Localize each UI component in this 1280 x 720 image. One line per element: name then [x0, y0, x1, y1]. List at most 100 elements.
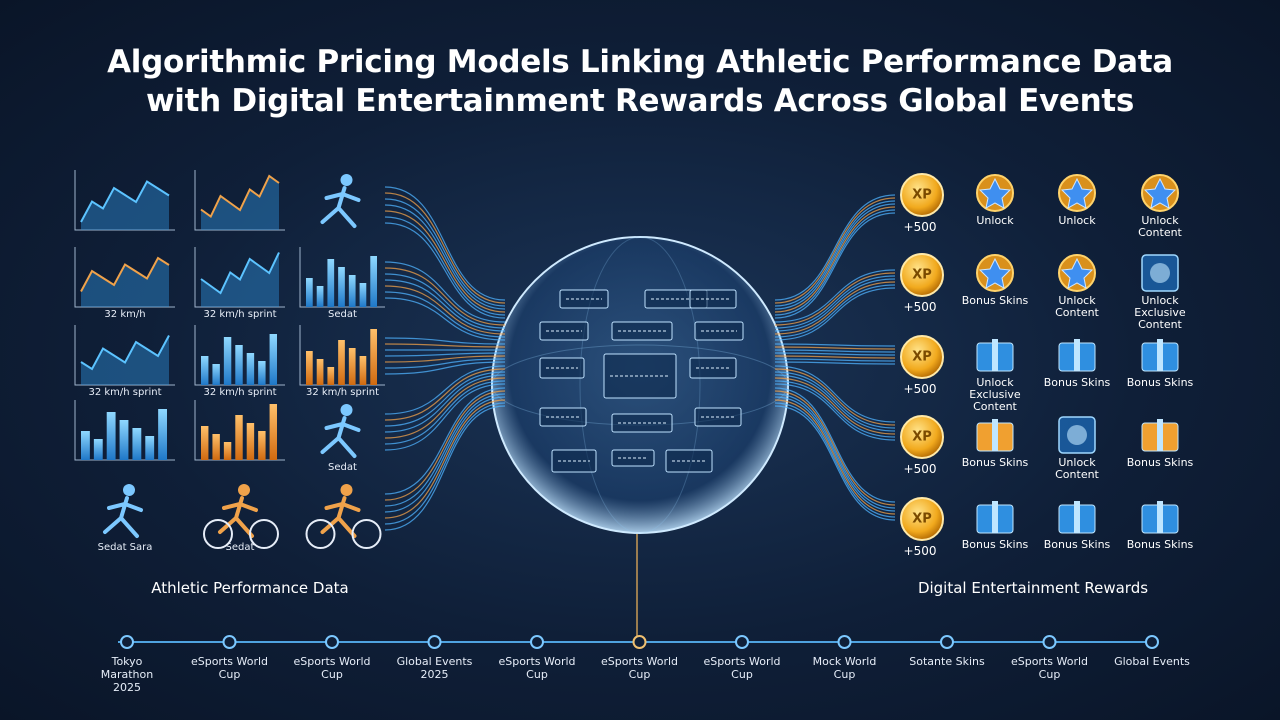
mini-bar: [201, 356, 209, 385]
fiber: [774, 390, 896, 506]
mini-axis: [74, 400, 175, 461]
event-label: Global Events: [1114, 655, 1190, 668]
tile-caption: 32 km/h sprint: [203, 387, 277, 398]
mini-bar: [258, 361, 266, 385]
fiber: [774, 281, 896, 335]
fiber: [774, 352, 896, 356]
xp-coin: [900, 173, 944, 217]
gift-ribbon: [1074, 501, 1080, 533]
mini-axis: [74, 247, 175, 308]
mini-line: [80, 335, 170, 371]
reward-label: Bonus Skins: [961, 294, 1029, 307]
formula-box: [611, 413, 673, 433]
event-label: Global Events 2025: [396, 655, 473, 681]
fiber: [384, 361, 506, 375]
mini-bar: [158, 409, 167, 460]
fiber: [384, 279, 506, 332]
glow: [1067, 425, 1087, 445]
timeline-node: [837, 635, 852, 649]
event-label: Sotante Skins: [909, 655, 985, 668]
xp-coin: [900, 335, 944, 379]
mini-axis: [194, 400, 285, 461]
reward-label: Bonus Skins: [1126, 376, 1194, 389]
fiber: [384, 352, 506, 357]
tile-caption: Sedat: [328, 309, 357, 320]
xp-coin: [900, 497, 944, 541]
tile-caption: 32 km/h sprint: [305, 387, 380, 398]
xp-label: XP: [912, 187, 932, 203]
fiber: [774, 355, 896, 359]
reward-label: Unlock: [1058, 214, 1096, 227]
mini-bar: [327, 367, 335, 385]
wheel: [203, 519, 233, 549]
mini-bar: [316, 359, 324, 385]
reward-label: Bonus Skins: [1126, 456, 1194, 469]
fiber: [774, 269, 896, 323]
fiber: [384, 291, 506, 338]
event-label: eSports World Cup: [1010, 655, 1089, 681]
timeline-node: [940, 635, 954, 649]
timeline-node: [632, 635, 647, 649]
mini-bar: [106, 412, 116, 460]
timeline-node: [120, 635, 134, 649]
fiber: [774, 368, 896, 426]
star: [1060, 257, 1094, 289]
mini-bar: [223, 442, 232, 460]
star: [1060, 177, 1094, 209]
athlete-head: [123, 484, 135, 496]
fiber: [774, 396, 896, 512]
fiber: [384, 377, 506, 439]
fiber: [384, 371, 506, 427]
mini-bar: [269, 334, 277, 385]
fiber: [774, 380, 896, 438]
gift-ribbon: [992, 501, 998, 533]
timeline-node: [325, 635, 339, 649]
mini-bar: [201, 426, 209, 460]
mini-bar: [145, 436, 155, 460]
mini-bar: [370, 329, 377, 385]
fiber: [774, 405, 896, 521]
wheel: [249, 519, 279, 549]
xp-points: +500: [903, 300, 937, 314]
event-label: eSports World Cup: [498, 655, 576, 681]
mini-axis: [74, 170, 175, 231]
fiber: [774, 278, 896, 332]
mini-bar: [235, 345, 243, 385]
star: [978, 257, 1012, 289]
tile-caption: 32 km/h: [104, 309, 146, 320]
fiber: [774, 287, 896, 341]
athlete-body: [320, 416, 361, 458]
event-label: eSports World Cup: [190, 655, 269, 681]
fiber: [384, 387, 506, 495]
fiber: [774, 365, 896, 423]
fiber: [774, 197, 896, 304]
mini-line: [80, 180, 170, 223]
fiber: [774, 200, 896, 307]
mini-axis: [74, 325, 175, 386]
star: [1143, 177, 1177, 209]
sphere-ring: [579, 236, 701, 534]
timeline-node: [1145, 635, 1159, 649]
xp-points: +500: [903, 220, 937, 234]
fiber: [774, 361, 896, 365]
fiber: [384, 337, 506, 345]
mini-bar: [348, 348, 356, 385]
mini-bar: [223, 337, 232, 385]
fiber: [384, 374, 506, 433]
tile-caption: 32 km/h sprint: [88, 387, 162, 398]
fiber: [384, 285, 506, 335]
fiber: [774, 349, 896, 353]
xp-points: +500: [903, 382, 937, 396]
fiber: [774, 343, 896, 347]
mini-bar: [348, 275, 356, 307]
mini-bar: [212, 364, 220, 385]
event-label: Mock World Cup: [812, 655, 877, 681]
mini-bar: [316, 286, 324, 307]
xp-label: XP: [912, 349, 932, 365]
fiber: [774, 346, 896, 350]
fiber: [384, 261, 506, 323]
fiber: [384, 186, 506, 301]
mini-area: [81, 335, 169, 385]
mini-bar: [246, 423, 255, 460]
